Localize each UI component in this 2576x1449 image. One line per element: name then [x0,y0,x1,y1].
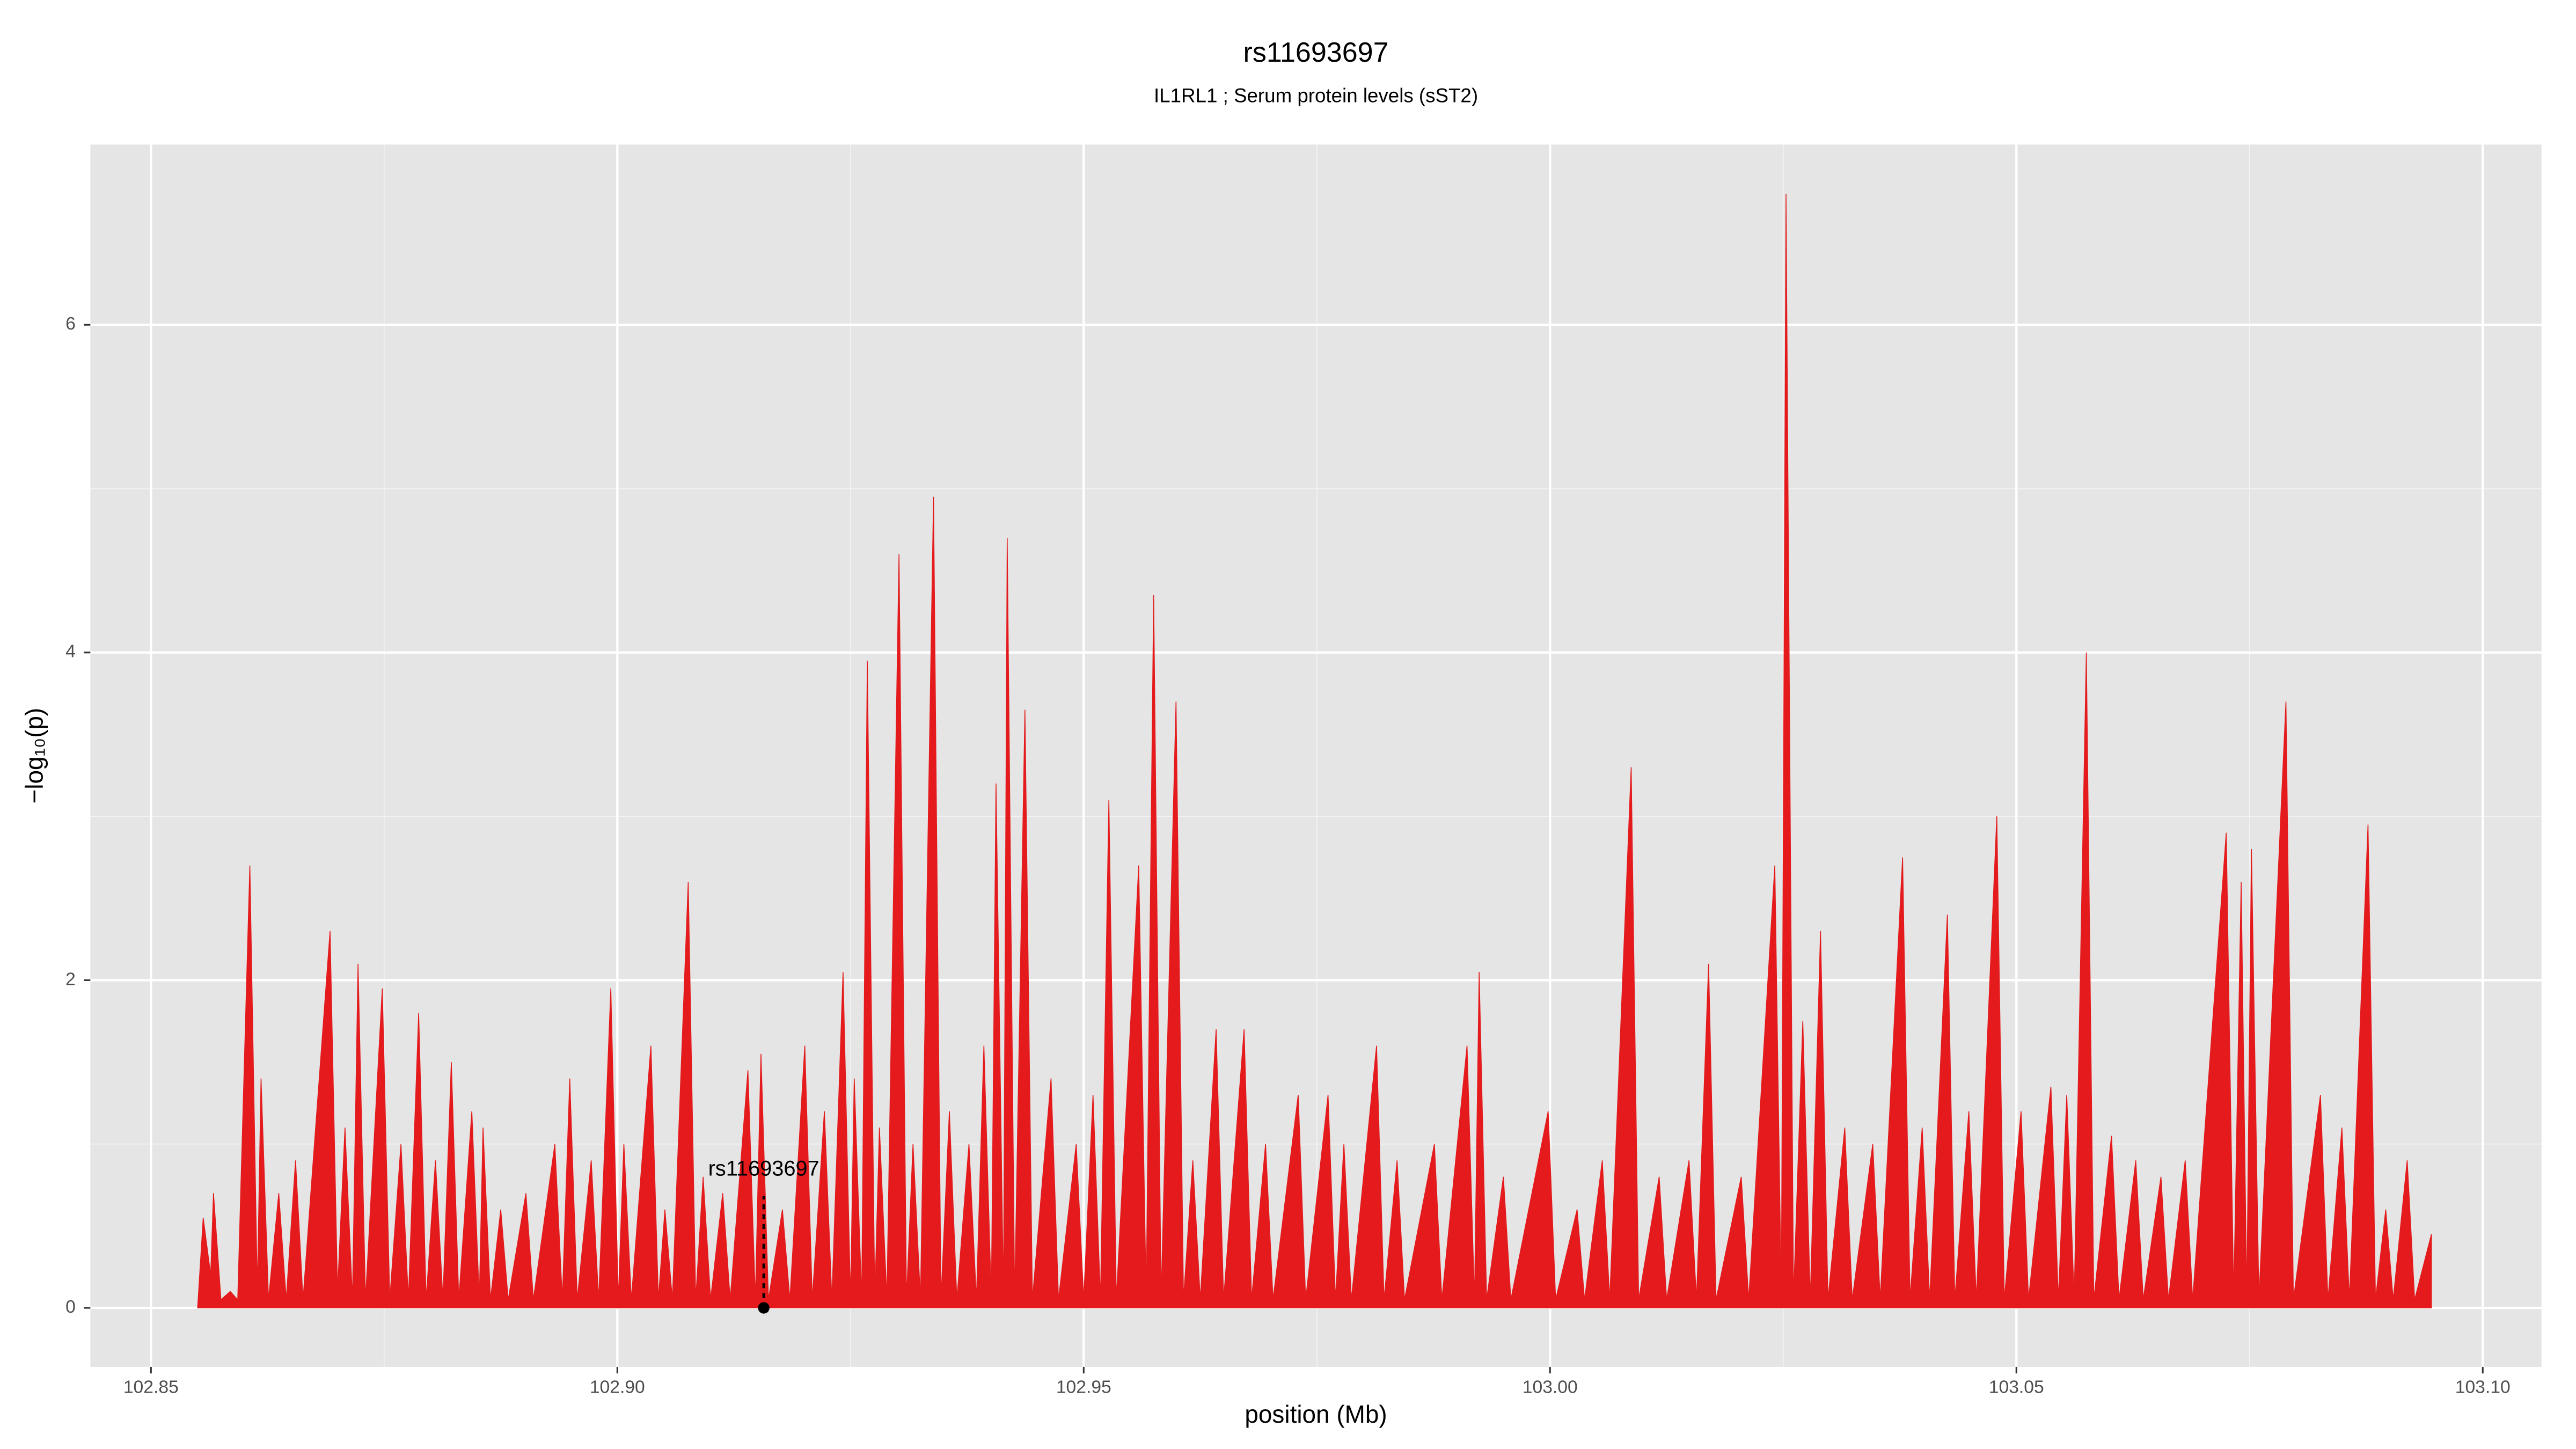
x-tick-label: 102.85 [123,1378,179,1397]
area [197,193,2432,1308]
annotation-point [758,1302,770,1314]
x-tick-label: 102.95 [1056,1378,1111,1397]
chart-title: rs11693697 [1243,37,1389,68]
y-axis-label: −log₁₀(p) [20,708,48,804]
x-axis-label: position (Mb) [1245,1400,1387,1428]
y-tick-label: 2 [65,969,76,989]
y-tick-label: 0 [65,1297,76,1317]
x-tick-label: 102.90 [590,1378,645,1397]
x-tick-label: 103.00 [1523,1378,1578,1397]
x-tick-label: 103.10 [2455,1378,2511,1397]
x-tick-label: 103.05 [1989,1378,2044,1397]
plot-panel [90,144,2542,1367]
chart-subtitle: IL1RL1 ; Serum protein levels (sST2) [1154,84,1478,106]
annotation-label: rs11693697 [708,1157,819,1180]
y-tick-label: 4 [65,642,76,662]
y-tick-label: 6 [65,314,76,334]
